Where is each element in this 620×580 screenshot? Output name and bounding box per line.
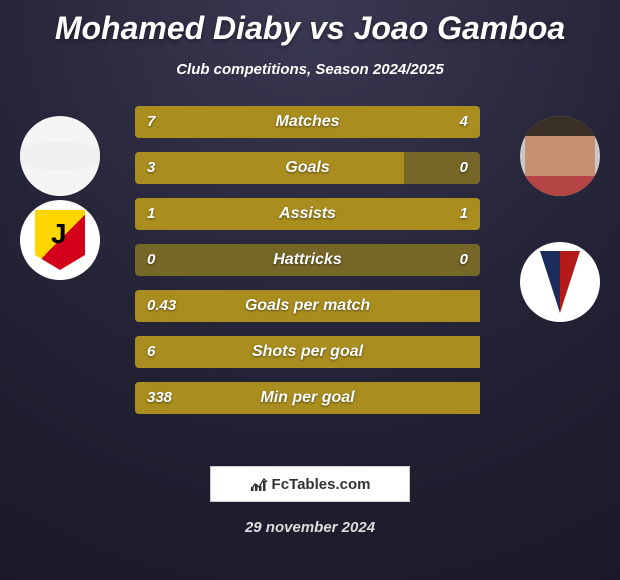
stat-row: 1Assists1 [135, 198, 480, 230]
stat-row: 0.43Goals per match [135, 290, 480, 322]
stat-label: Shots per goal [135, 336, 480, 368]
player-left-avatar [20, 116, 100, 196]
stat-label: Hattricks [135, 244, 480, 276]
brand-text: FcTables.com [272, 476, 371, 493]
player-right-avatar [520, 116, 600, 196]
stat-value-right: 4 [460, 106, 468, 138]
club-logo-left [20, 200, 100, 280]
stat-row: 3Goals0 [135, 152, 480, 184]
comparison-subtitle: Club competitions, Season 2024/2025 [0, 61, 620, 78]
stat-value-right: 0 [460, 244, 468, 276]
stat-label: Matches [135, 106, 480, 138]
stat-label: Assists [135, 198, 480, 230]
stat-value-right: 0 [460, 152, 468, 184]
stats-list: 7Matches43Goals01Assists10Hattricks00.43… [135, 106, 480, 428]
comparison-content: 7Matches43Goals01Assists10Hattricks00.43… [0, 106, 620, 446]
stat-value-right: 1 [460, 198, 468, 230]
club-logo-right [520, 242, 600, 322]
footer-date: 29 november 2024 [0, 519, 620, 536]
stat-row: 0Hattricks0 [135, 244, 480, 276]
comparison-title: Mohamed Diaby vs Joao Gamboa [0, 0, 620, 47]
chart-icon [250, 476, 268, 492]
stat-label: Goals [135, 152, 480, 184]
stat-row: 7Matches4 [135, 106, 480, 138]
stat-row: 338Min per goal [135, 382, 480, 414]
stat-row: 6Shots per goal [135, 336, 480, 368]
brand-badge: FcTables.com [210, 466, 410, 502]
stat-label: Min per goal [135, 382, 480, 414]
stat-label: Goals per match [135, 290, 480, 322]
